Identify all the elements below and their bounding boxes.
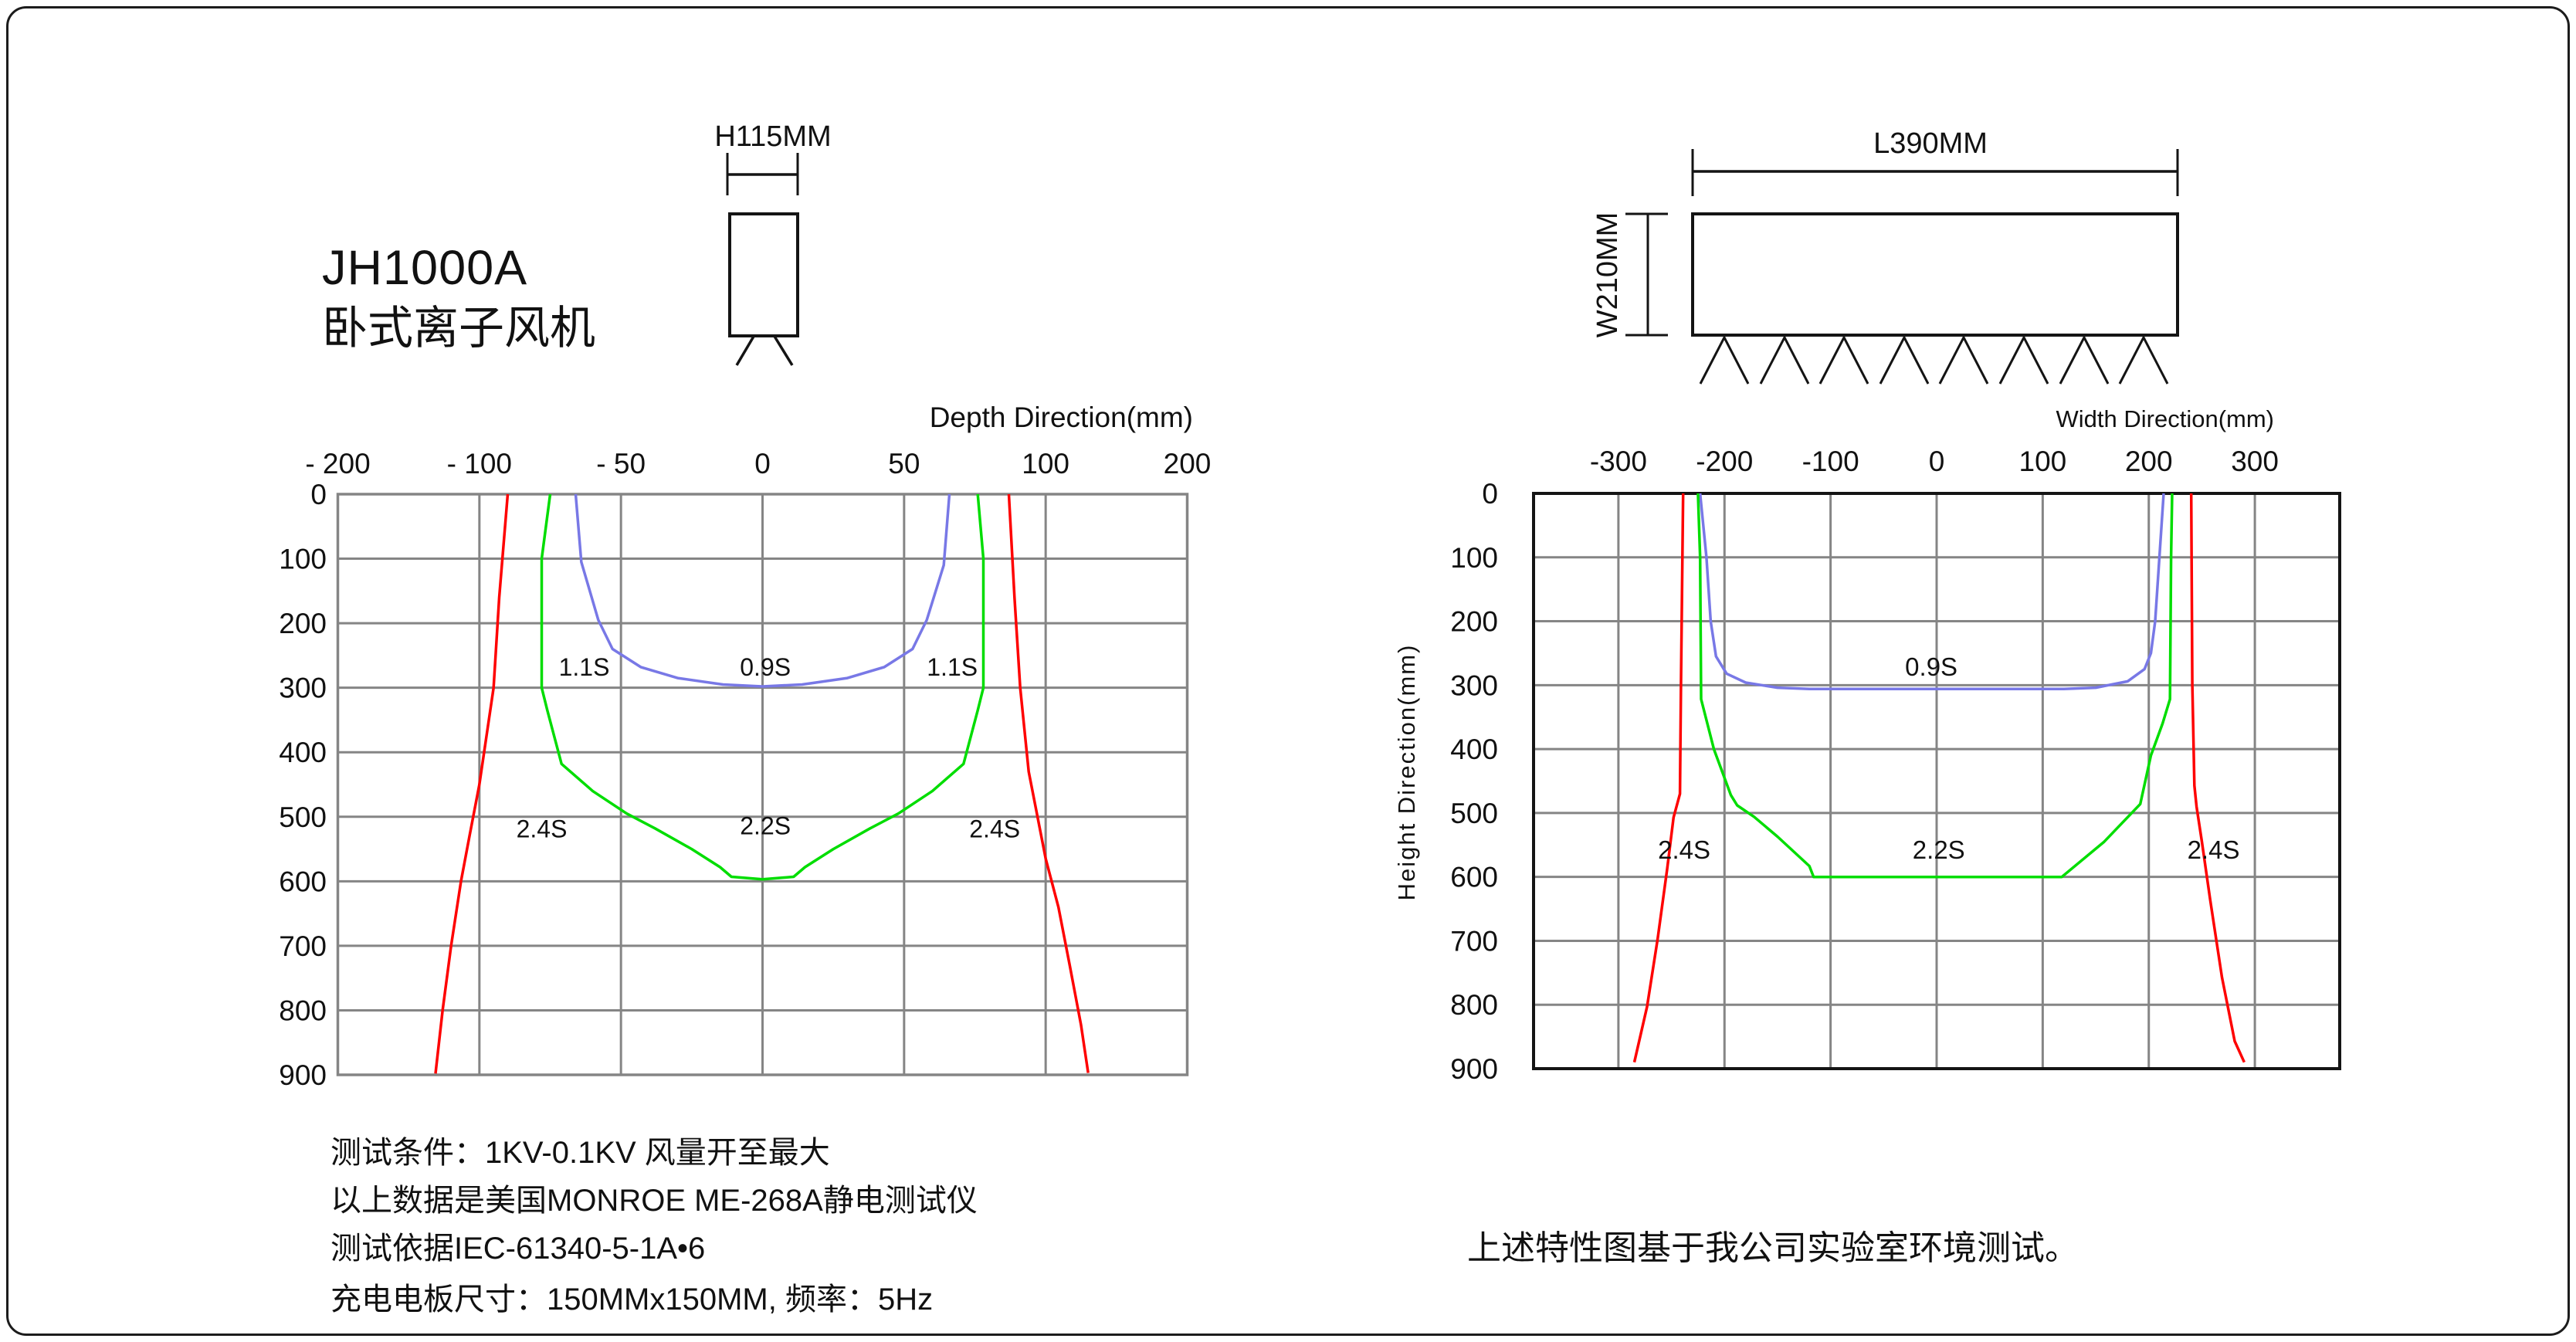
lab-environment-note: 上述特性图基于我公司实验室环境测试。: [1467, 1229, 2079, 1267]
y-tick-label: 800: [279, 995, 327, 1026]
y-axis-title: Height Direction(mm): [1393, 644, 1420, 901]
x-tick-label: -100: [1802, 446, 1859, 477]
x-tick-label: - 50: [596, 448, 646, 480]
x-tick-label: 100: [2019, 446, 2067, 477]
contour-value-label: 2.2S: [740, 812, 791, 839]
y-tick-label: 800: [1450, 989, 1498, 1021]
contour-value-label: 2.4S: [969, 815, 1020, 843]
fan-body-top: [1691, 212, 2179, 337]
chart-depth: - 200 - 100 - 50 0 50 100 200 0 100 200 300 400 500 6…: [279, 402, 1211, 1091]
contour-2.2s: [1696, 493, 2174, 879]
y-tick-label: 600: [279, 866, 327, 897]
x-tick-label: -300: [1590, 446, 1647, 477]
contour-2.4s-left: [1632, 493, 1685, 1063]
note-line: 以上数据是美国MONROE ME-268A静电测试仪: [330, 1184, 978, 1218]
contour-2.4s-left: [434, 493, 510, 1074]
y-tick-label: 100: [1450, 542, 1498, 574]
page-border: [6, 6, 2570, 1336]
height-dimension-label: H115MM: [714, 120, 831, 153]
contour-2.4s-right: [1007, 493, 1090, 1073]
x-tick-label: - 100: [447, 448, 512, 480]
y-tick-label: 500: [279, 801, 327, 833]
chart-width: -300 -200 -100 0 100 200 300 0 100 200 300 400 500 60…: [1393, 405, 2341, 1085]
x-tick-label: 0: [1929, 446, 1945, 477]
y-tick-label: 600: [1450, 862, 1498, 893]
product-title: JH1000A 卧式离子风机: [322, 238, 595, 358]
x-tick-label: 200: [1164, 448, 1212, 480]
contour-value-label: 2.4S: [517, 815, 568, 843]
y-tick-label: 400: [1450, 734, 1498, 765]
y-tick-label: 200: [279, 608, 327, 639]
contour-value-label: 2.4S: [1658, 835, 1710, 864]
contour-2.4s-right: [2189, 493, 2246, 1063]
plot-border: [336, 493, 1189, 1076]
y-tick-label: 900: [1450, 1053, 1498, 1085]
product-name: 卧式离子风机: [322, 303, 596, 354]
contour-0.9s: [1698, 493, 2165, 691]
y-tick-label: 100: [279, 544, 327, 575]
y-tick-label: 400: [279, 737, 327, 768]
x-tick-label: 50: [888, 448, 920, 480]
x-axis-title: Depth Direction(mm): [930, 402, 1193, 433]
product-model: JH1000A: [322, 241, 528, 295]
y-tick-label: 300: [1450, 669, 1498, 701]
contour-value-label: 0.9S: [740, 653, 791, 681]
x-axis-title: Width Direction(mm): [2056, 405, 2274, 432]
contour-value-label: 2.4S: [2188, 835, 2240, 864]
y-tick-label: 500: [1450, 798, 1498, 829]
grid-lines: [1534, 492, 2340, 1070]
x-tick-label: - 200: [305, 448, 370, 480]
x-tick-label: -200: [1696, 446, 1753, 477]
note-line: 测试依据IEC-61340-5-1A•6: [330, 1232, 706, 1266]
y-tick-label: 0: [310, 479, 327, 510]
y-tick-label: 0: [1482, 478, 1498, 510]
ionizer-emitter-marks: [1699, 334, 2169, 385]
note-line: 测试条件：1KV-0.1KV 风量开至最大: [330, 1136, 830, 1170]
width-dimension-label: W210MM: [1591, 212, 1624, 338]
plot-border: [1532, 492, 2341, 1070]
contour-value-label: 1.1S: [927, 653, 978, 681]
x-tick-label: 0: [754, 448, 771, 480]
y-tick-label: 700: [279, 930, 327, 962]
y-tick-label: 300: [279, 673, 327, 704]
contour-value-label: 0.9S: [1905, 652, 1957, 681]
y-tick-label: 900: [279, 1059, 327, 1091]
contour-2.2s: [540, 493, 985, 881]
length-dimension-label: L390MM: [1873, 127, 1988, 160]
fan-leg: [772, 334, 794, 366]
note-line: 充电电板尺寸：150MMx150MM, 频率：5Hz: [330, 1283, 934, 1317]
y-tick-label: 200: [1450, 606, 1498, 638]
x-tick-label: 200: [2125, 446, 2173, 477]
fan-leg: [735, 334, 756, 366]
test-conditions-notes: 测试条件：1KV-0.1KV 风量开至最大 以上数据是美国MONROE ME-2…: [330, 1129, 978, 1323]
fan-body-front: [728, 212, 799, 337]
fan-front-view: [726, 153, 799, 366]
x-tick-label: 100: [1022, 448, 1069, 480]
y-tick-label: 700: [1450, 925, 1498, 957]
contour-value-label: 2.2S: [1913, 835, 1965, 864]
contour-0.9s: [574, 493, 951, 688]
fan-top-view: [1625, 149, 2179, 385]
grid-lines: [337, 493, 1188, 1076]
x-tick-label: 300: [2231, 446, 2279, 477]
contour-value-label: 1.1S: [559, 653, 610, 681]
